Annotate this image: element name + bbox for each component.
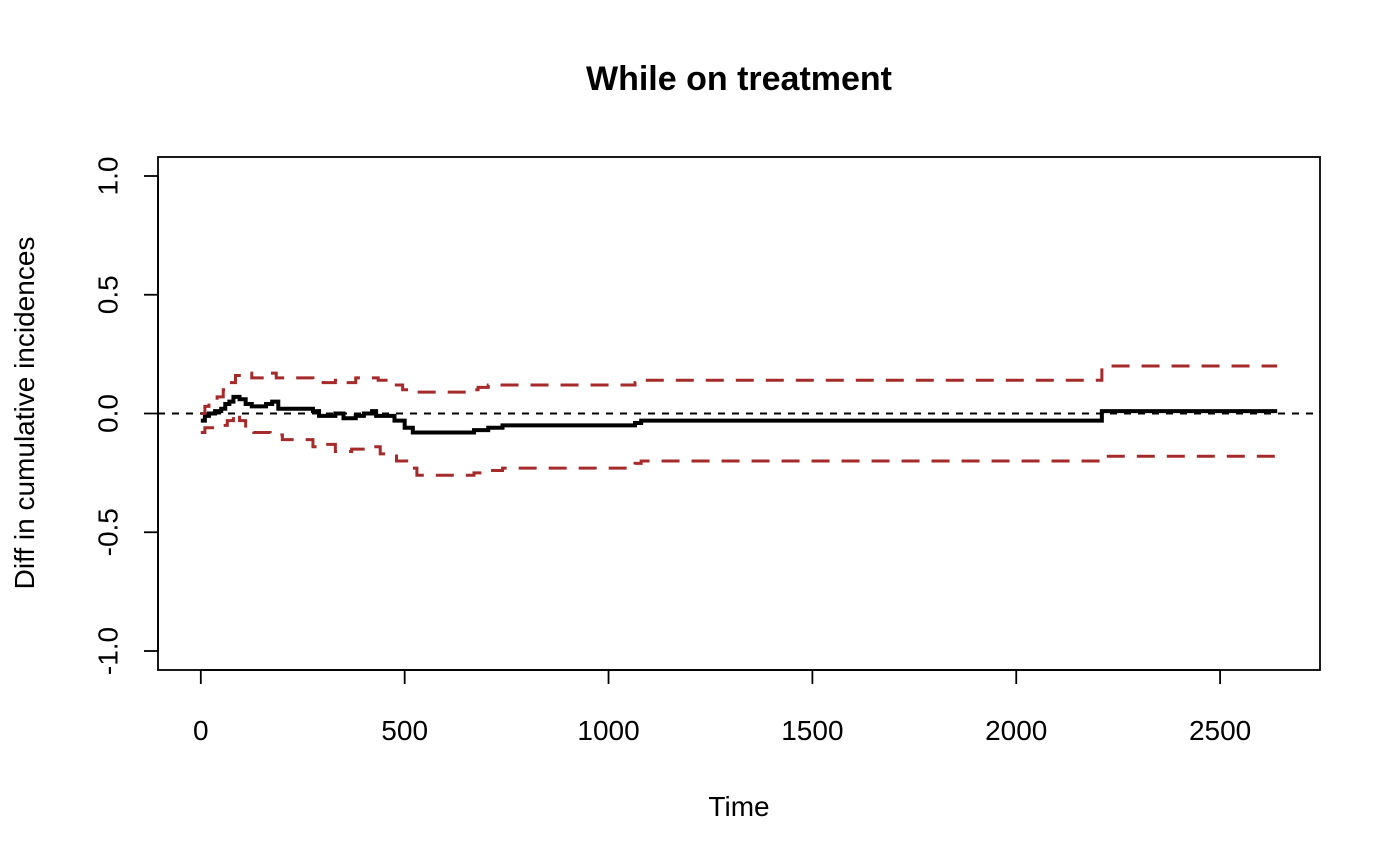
x-tick-label: 1500 <box>781 715 843 746</box>
y-tick-label: 1.0 <box>92 157 123 196</box>
x-tick-label: 2000 <box>985 715 1047 746</box>
x-axis: 0 500 1000 1500 2000 2500 <box>193 669 1251 746</box>
x-tick-label: 1000 <box>577 715 639 746</box>
y-tick-label: 0.0 <box>92 394 123 433</box>
chart-title: While on treatment <box>586 60 892 98</box>
y-tick-label: -0.5 <box>92 508 123 556</box>
lower-confidence-step-line <box>200 412 1278 477</box>
y-axis-label: Diff in cumulative incidences <box>9 237 40 590</box>
x-tick-label: 500 <box>381 715 428 746</box>
upper-confidence-step-line <box>200 364 1278 415</box>
x-tick-label: 0 <box>193 715 209 746</box>
y-tick-label: -1.0 <box>92 627 123 675</box>
x-tick-label: 2500 <box>1189 715 1251 746</box>
series-layer <box>200 364 1278 477</box>
y-tick-label: 0.5 <box>92 275 123 314</box>
y-axis: -1.0 -0.5 0.0 0.5 1.0 <box>92 157 159 675</box>
x-axis-label: Time <box>708 791 769 822</box>
estimate-step-line <box>200 394 1278 435</box>
